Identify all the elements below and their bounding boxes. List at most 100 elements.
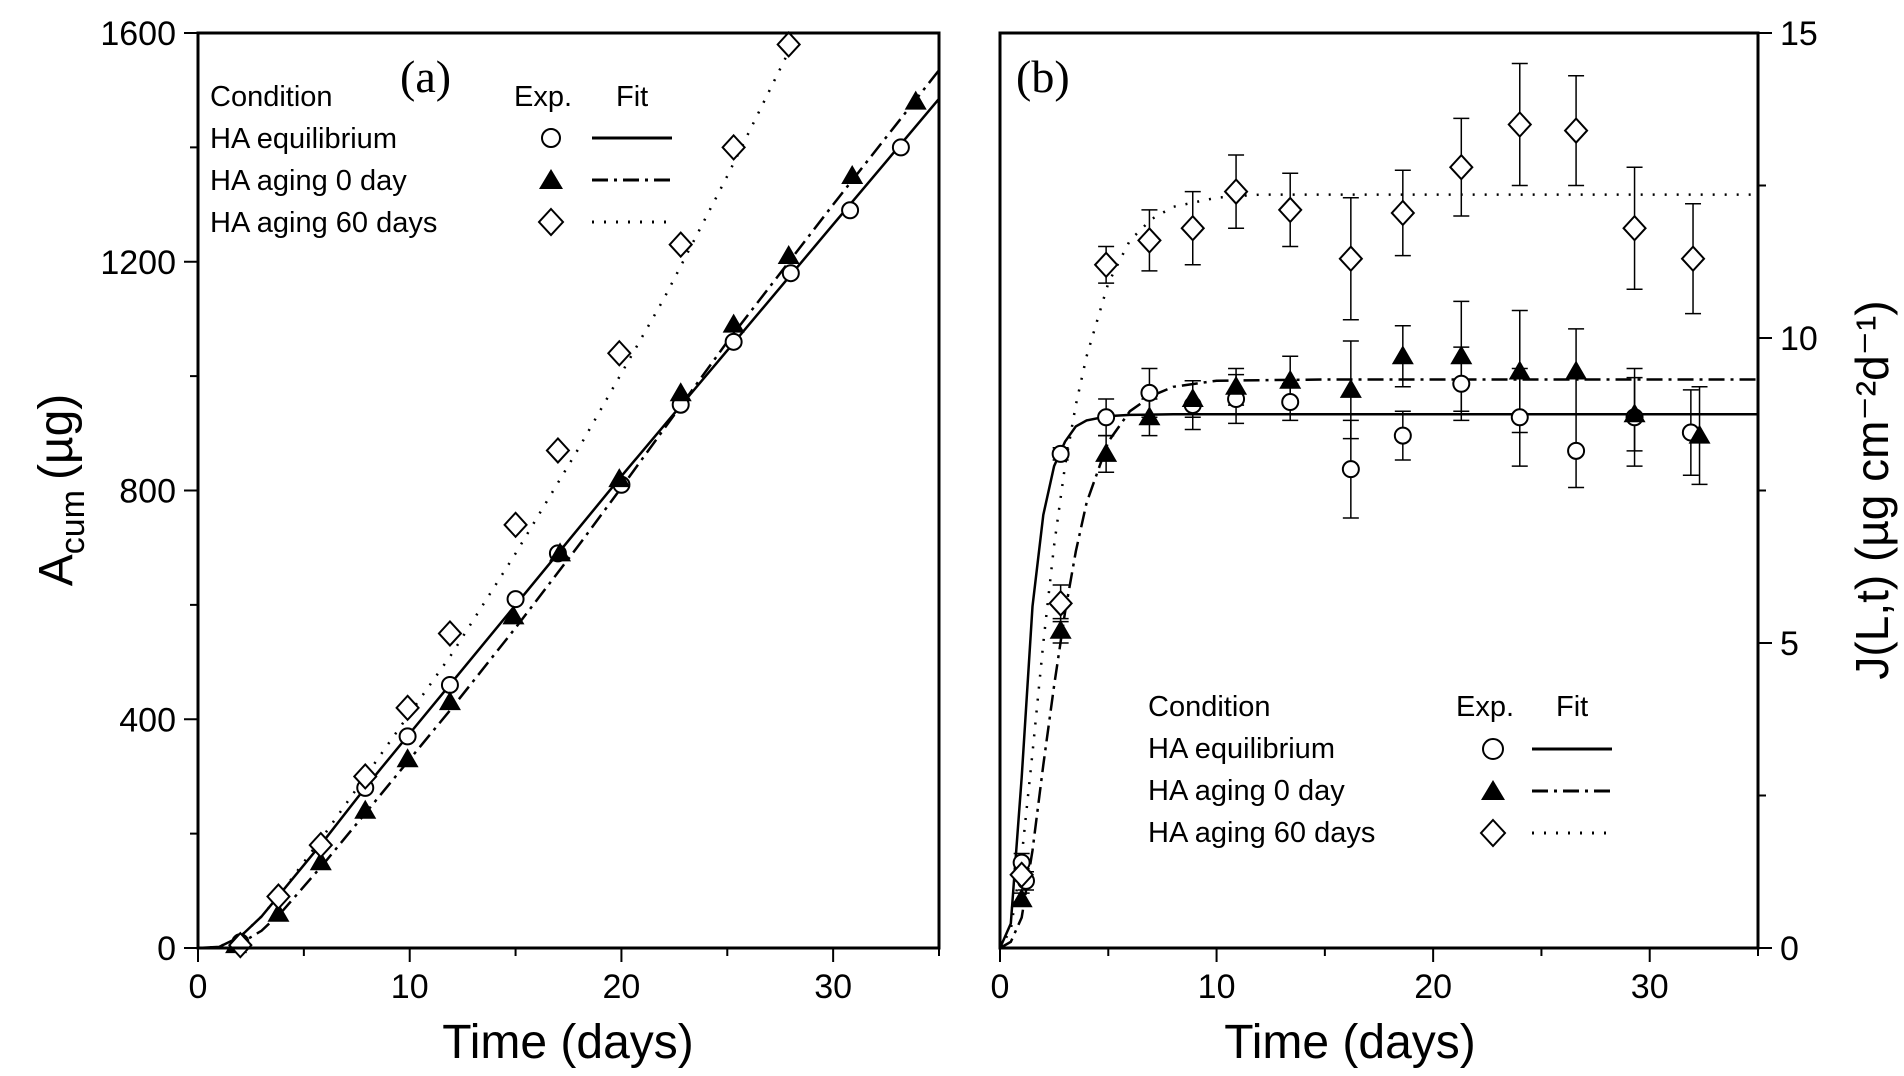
panel-b-point-2 — [1010, 888, 1033, 908]
legend-a-circle-marker — [541, 128, 561, 148]
panel-a: 0 10 20 30 0 400 800 1200 1600 (a) Time (days) A… — [30, 15, 941, 1069]
panel-b-point-2 — [1225, 375, 1248, 395]
panel-b-xlabel: Time (days) — [1224, 1016, 1476, 1069]
panel-a-ytick-label: 1200 — [100, 244, 176, 282]
panel-a-point-3 — [308, 831, 334, 859]
panel-b-point-3 — [1277, 196, 1303, 224]
panel-b-point-1 — [1097, 408, 1116, 427]
panel-b-point-3 — [1507, 111, 1533, 138]
panel-a-point-2 — [722, 313, 745, 333]
panel-b-point-2 — [1095, 442, 1118, 462]
panel-a-xlabel: Time (days) — [442, 1016, 694, 1069]
panel-b-point-2 — [1049, 619, 1072, 639]
panel-a-point-3 — [227, 931, 253, 959]
panel-b-xtick-label: 20 — [1414, 968, 1452, 1006]
panel-a-point-2 — [669, 382, 692, 402]
panel-b-label: (b) — [1016, 51, 1070, 102]
panel-a-point-1 — [841, 201, 860, 220]
panel-a-fit-line-2 — [198, 69, 940, 950]
panel-b-point-1 — [1281, 393, 1300, 412]
panel-a-point-2 — [502, 605, 525, 625]
legend-b-diamond-marker — [1479, 818, 1507, 848]
panel-b-point-3 — [1338, 245, 1364, 273]
panel-b-point-3 — [1137, 226, 1162, 254]
panel-b-point-2 — [1508, 360, 1531, 380]
panel-a-point-1 — [724, 332, 743, 351]
panel-a-point-3 — [776, 30, 802, 58]
legend-a-diamond-marker — [537, 207, 565, 237]
panel-b-point-1 — [1341, 460, 1360, 479]
panel-a-point-2 — [438, 691, 461, 711]
panel-b-point-3 — [1390, 199, 1416, 227]
legend-a-col-exp: Exp. — [514, 81, 572, 113]
panel-b-ylabel: J(L,t) (µg cm⁻²d⁻¹) — [1846, 300, 1898, 679]
panel-b-point-1 — [1567, 441, 1586, 460]
panel-b-ytick-label: 10 — [1780, 320, 1818, 358]
panel-b-point-3 — [1048, 589, 1073, 617]
panel-b-point-2 — [1279, 369, 1302, 389]
panel-b-point-3 — [1009, 861, 1035, 889]
panel-a-point-3 — [606, 339, 632, 367]
legend-a-col-fit: Fit — [616, 81, 648, 113]
legend-b-circle-marker — [1482, 738, 1504, 760]
panel-a-xtick-label: 10 — [391, 968, 429, 1006]
panel-a-ylabel: Acum (µg) — [30, 394, 92, 587]
panel-b-point-1 — [1140, 383, 1159, 402]
legend-b-entry-2: HA aging 0 day — [1148, 775, 1345, 807]
panel-b-point-3 — [1680, 245, 1706, 273]
panel-a-point-1 — [440, 675, 459, 694]
legend-b-col-exp: Exp. — [1456, 691, 1514, 723]
legend-b-title: Condition — [1148, 691, 1271, 723]
panel-a-point-2 — [396, 748, 419, 768]
legend-b-col-fit: Fit — [1556, 691, 1588, 723]
panel-a-point-3 — [437, 619, 463, 647]
panel-b-point-3 — [1448, 153, 1474, 181]
panel-a-ylabel-sub: cum — [54, 490, 92, 554]
panel-a-point-3 — [545, 436, 571, 464]
panel-b-point-3 — [1622, 214, 1647, 242]
panel-a-point-3 — [721, 133, 746, 161]
legend-a-entry-3: HA aging 60 days — [210, 207, 437, 239]
legend-a-triangle-marker — [539, 169, 563, 189]
panel-a-point-3 — [503, 511, 528, 539]
legend-b-entry-1: HA equilibrium — [1148, 733, 1335, 765]
panel-b-point-2 — [1565, 360, 1588, 380]
panel-a-point-2 — [354, 799, 377, 819]
panel-a-point-2 — [841, 164, 864, 184]
panel-b-fit-line-2 — [999, 378, 1758, 950]
panel-b-xtick-label: 0 — [991, 968, 1010, 1006]
panel-b-point-3 — [1093, 251, 1119, 279]
panel-b-ytick-label: 0 — [1780, 930, 1799, 968]
panel-b-point-2 — [1339, 378, 1362, 398]
panel-b-fit-line-3 — [998, 193, 1758, 949]
panel-a-point-1 — [506, 590, 525, 609]
legend-a-entry-2: HA aging 0 day — [210, 165, 407, 197]
panel-a-point-3 — [668, 231, 694, 259]
panel-a-point-2 — [549, 542, 572, 562]
panel-a-point-2 — [777, 245, 800, 265]
legend-b-entry-3: HA aging 60 days — [1148, 817, 1375, 849]
panel-a-point-2 — [309, 851, 332, 871]
panel-a-point-1 — [891, 138, 910, 157]
panel-b-point-2 — [1181, 388, 1204, 407]
panel-b-legend: Condition Exp. Fit HA equilibrium HA agi… — [1148, 691, 1612, 849]
panel-a-xtick-label: 30 — [814, 968, 852, 1006]
panel-a-ylabel-main: A — [30, 554, 83, 586]
panel-b-point-2 — [1450, 345, 1473, 365]
panel-b-point-1 — [1510, 408, 1529, 427]
panel-b: 0 10 20 30 0 5 10 15 (b) Time (days) J(L,t) (µg… — [991, 15, 1898, 1069]
panel-a-label: (a) — [400, 51, 451, 102]
panel-b-xtick-label: 30 — [1631, 968, 1669, 1006]
panel-a-ytick-label: 1600 — [100, 15, 176, 53]
panel-a-point-3 — [266, 883, 291, 911]
panel-a-ytick-label: 0 — [157, 930, 176, 968]
legend-a-title: Condition — [210, 81, 333, 113]
panel-b-ytick-label: 5 — [1780, 625, 1799, 663]
panel-b-frame — [998, 31, 1760, 950]
panel-b-point-2 — [1623, 403, 1646, 423]
panel-b-point-3 — [1180, 214, 1206, 242]
panel-b-point-3 — [1223, 178, 1249, 206]
panel-a-point-3 — [352, 762, 378, 790]
panel-b-point-2 — [1391, 345, 1414, 365]
panel-b-point-3 — [1563, 117, 1589, 145]
